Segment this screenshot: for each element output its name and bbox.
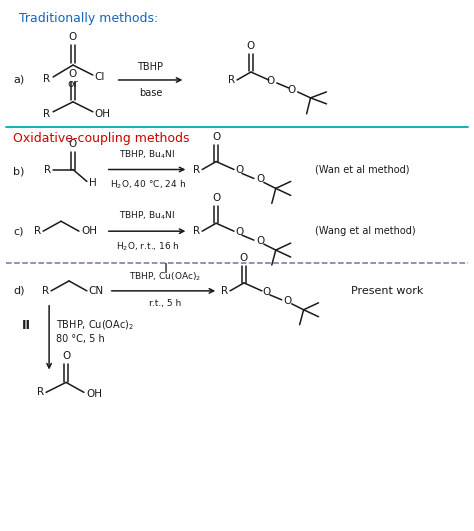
Text: TBHP, Cu(OAc)$_2$: TBHP, Cu(OAc)$_2$: [56, 319, 134, 332]
Text: H$_2$O, 40 °C, 24 h: H$_2$O, 40 °C, 24 h: [109, 178, 185, 191]
Text: R: R: [43, 109, 50, 119]
Text: O: O: [256, 236, 264, 246]
Text: b): b): [13, 167, 25, 176]
Text: R: R: [43, 74, 50, 84]
Text: O: O: [69, 32, 77, 42]
Text: 80 °C, 5 h: 80 °C, 5 h: [56, 333, 105, 344]
Text: O: O: [212, 193, 220, 203]
Text: R: R: [42, 286, 49, 296]
Text: O: O: [240, 253, 248, 263]
Text: OH: OH: [95, 109, 111, 119]
Text: d): d): [13, 286, 25, 296]
Text: OH: OH: [81, 226, 97, 236]
Text: H$_2$O, r.t., 16 h: H$_2$O, r.t., 16 h: [116, 240, 180, 253]
Text: CN: CN: [89, 286, 104, 296]
Text: H: H: [89, 178, 97, 189]
Text: R: R: [44, 165, 51, 175]
Text: O: O: [288, 85, 296, 95]
Text: base: base: [139, 88, 162, 98]
Text: r.t., 5 h: r.t., 5 h: [149, 299, 182, 308]
Text: O: O: [284, 296, 292, 306]
Text: R: R: [193, 165, 200, 175]
Text: c): c): [13, 226, 24, 236]
Text: Present work: Present work: [351, 286, 424, 296]
Text: O: O: [263, 287, 271, 297]
Text: O: O: [212, 132, 220, 142]
Text: Cl: Cl: [95, 72, 105, 82]
Text: R: R: [34, 226, 41, 236]
Text: O: O: [69, 139, 77, 149]
Text: R: R: [228, 75, 235, 85]
Text: (Wang et al method): (Wang et al method): [315, 226, 415, 236]
Text: II: II: [22, 319, 31, 332]
Text: O: O: [256, 175, 264, 184]
Text: O: O: [62, 352, 70, 362]
Text: R: R: [193, 226, 200, 236]
Text: OH: OH: [86, 389, 102, 399]
Text: I: I: [164, 262, 167, 276]
Text: a): a): [13, 75, 25, 85]
Text: O: O: [235, 227, 243, 237]
Text: (Wan et al method): (Wan et al method): [315, 165, 409, 175]
Text: Oxidative-coupling methods: Oxidative-coupling methods: [13, 132, 190, 145]
Text: O: O: [247, 41, 255, 51]
Text: or: or: [68, 79, 78, 89]
Text: R: R: [221, 286, 228, 296]
Text: R: R: [37, 387, 44, 397]
Text: TBHP, Bu$_4$NI: TBHP, Bu$_4$NI: [119, 210, 176, 222]
Text: TBHP: TBHP: [137, 62, 164, 72]
Text: TBHP, Bu$_4$NI: TBHP, Bu$_4$NI: [119, 148, 176, 160]
Text: TBHP, Cu(OAc)$_2$: TBHP, Cu(OAc)$_2$: [129, 270, 201, 283]
Text: O: O: [267, 76, 275, 86]
Text: O: O: [235, 166, 243, 176]
Text: O: O: [69, 69, 77, 79]
Text: Traditionally methods:: Traditionally methods:: [19, 12, 158, 25]
